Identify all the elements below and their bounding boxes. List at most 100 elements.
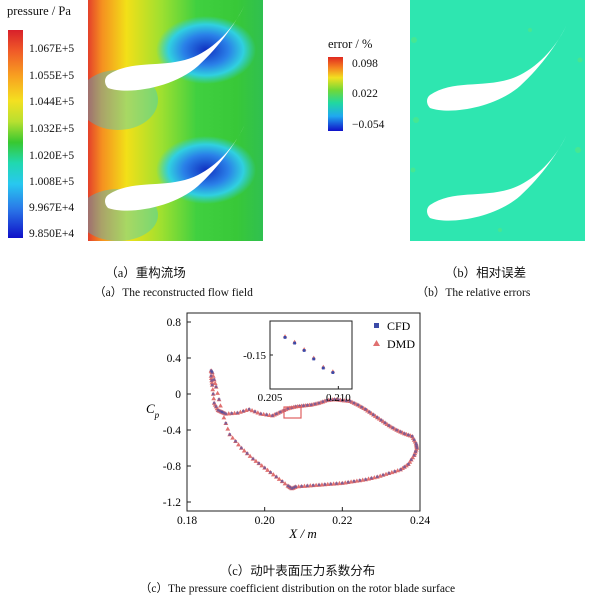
dmd-point <box>307 483 313 488</box>
panel-a: pressure / Pa 1.067E+5 1.055E+5 1.044E+5… <box>0 0 290 300</box>
caption-c-cn: （c）动叶表面压力系数分布 <box>219 564 376 578</box>
dmd-point <box>259 463 265 468</box>
legend-dmd-marker <box>373 340 380 346</box>
cfd-point <box>212 378 216 381</box>
cfd-point <box>218 409 222 413</box>
dmd-point <box>383 471 389 476</box>
cfd-point <box>333 398 336 401</box>
cfd-point <box>375 416 379 419</box>
dmd-point <box>261 411 267 417</box>
cfd-point <box>344 399 348 403</box>
cfd-point <box>412 438 416 442</box>
zoom-highlight-box <box>283 406 302 419</box>
inset-cfd-point <box>302 349 306 352</box>
inset-frame <box>269 320 353 390</box>
cfd-point <box>311 484 315 487</box>
cfd-series <box>209 369 419 490</box>
cfd-point <box>391 426 395 430</box>
dmd-point <box>389 469 395 475</box>
cfd-point <box>393 470 397 473</box>
cfd-point <box>240 446 243 450</box>
cfd-point <box>415 444 418 448</box>
dmd-point <box>249 408 255 413</box>
cfd-point <box>263 466 266 470</box>
cfd-point <box>210 383 214 387</box>
y-tick-label: 0 <box>175 389 181 401</box>
cfd-point <box>220 410 224 414</box>
cfd-point <box>288 485 292 489</box>
cfd-point <box>317 401 321 405</box>
dmd-point <box>331 481 336 486</box>
x-tick-label: 0.22 <box>332 515 352 527</box>
cfd-point <box>210 379 213 382</box>
legend-cfd-label: CFD <box>387 319 411 333</box>
cfd-point <box>329 482 332 486</box>
cfd-point <box>372 413 375 416</box>
cfd-point <box>245 452 249 455</box>
colorbar-tick: 0.022 <box>352 88 378 100</box>
dmd-point <box>313 482 319 487</box>
caption-b-en: （b）The relative errors <box>416 287 531 299</box>
cfd-point <box>209 374 213 378</box>
cfd-point <box>383 421 387 425</box>
dmd-point <box>395 468 401 473</box>
y-tick-label: -1.2 <box>163 497 181 509</box>
cfd-point <box>212 401 216 405</box>
cfd-point <box>399 468 402 471</box>
cfd-point <box>368 410 371 414</box>
dmd-point <box>218 403 223 408</box>
legend-cfd-marker <box>374 323 379 328</box>
legend-dmd-label: DMD <box>387 337 415 351</box>
cfd-point <box>257 462 261 465</box>
dmd-point <box>208 375 214 381</box>
x-axis-ticks: 0.18 0.20 0.22 0.24 <box>177 507 430 527</box>
cfd-point <box>269 471 272 474</box>
pressure-colorbar-title: pressure / Pa <box>7 4 71 18</box>
cfd-point <box>370 476 373 480</box>
cfd-point <box>275 475 278 479</box>
cfd-point <box>234 439 237 443</box>
cfd-point <box>403 432 406 435</box>
x-tick-label: 0.18 <box>177 515 197 527</box>
dmd-point <box>296 484 302 489</box>
dmd-point <box>247 453 253 458</box>
cfd-point <box>387 424 391 427</box>
colorbar-tick: 0.098 <box>352 58 378 70</box>
pressure-contour-map <box>88 0 263 241</box>
dmd-point <box>241 448 247 453</box>
colorbar-tick: 9.967E+4 <box>29 202 75 214</box>
cfd-point <box>358 479 362 482</box>
cfd-point <box>356 403 360 407</box>
colorbar-tick: 9.850E+4 <box>29 228 75 240</box>
cfd-point <box>341 481 344 485</box>
cfd-point <box>325 399 329 402</box>
cfd-point <box>306 484 309 488</box>
y-axis-label: Cp <box>146 401 160 420</box>
dmd-point <box>230 435 236 440</box>
dmd-point <box>211 396 217 401</box>
inset-plot: 0.205 0.210 -0.15 <box>243 320 353 404</box>
plot-frame <box>186 312 421 512</box>
dmd-point <box>325 481 331 487</box>
cfd-point <box>247 408 251 411</box>
cfd-point <box>352 401 356 405</box>
cfd-point <box>407 433 410 437</box>
cfd-point <box>414 450 417 453</box>
cfd-point <box>259 412 263 416</box>
cfd-point <box>399 430 402 434</box>
dmd-point <box>215 390 220 395</box>
dmd-point <box>267 412 272 417</box>
cfd-point <box>407 462 410 466</box>
cfd-point <box>224 412 228 416</box>
colorbar-tick: 1.067E+5 <box>29 43 75 55</box>
colorbar-tick: 1.055E+5 <box>29 70 75 82</box>
legend: CFD DMD <box>373 319 415 351</box>
cfd-point <box>364 408 367 411</box>
cfd-point <box>217 398 221 401</box>
x-axis-label: X / m <box>288 526 316 541</box>
dmd-point <box>212 380 218 385</box>
dmd-point <box>210 387 216 392</box>
error-contour-map <box>410 0 585 241</box>
caption-a-cn: （a）重构流场 <box>105 266 186 280</box>
cp-chart: 0.18 0.20 0.22 0.24 0.80.40-0.4-0.8-1.2 Cp … <box>146 312 430 541</box>
